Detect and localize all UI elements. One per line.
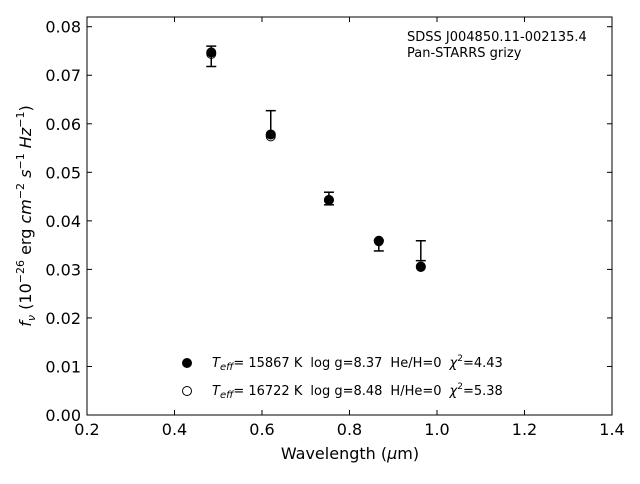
y-axis-label: fν (10−26 erg cm−2 s−1 Hz−1) — [14, 105, 38, 326]
model-point-open — [206, 48, 217, 59]
legend-marker-filled — [182, 358, 192, 368]
model-point-open — [323, 194, 334, 205]
x-tick-label: 0.6 — [249, 420, 274, 439]
data-points — [206, 47, 426, 272]
x-tick-label: 0.2 — [74, 420, 99, 439]
x-tick-label: 0.4 — [162, 420, 187, 439]
y-tick-label: 0.05 — [45, 163, 81, 182]
x-tick-label: 1.0 — [424, 420, 449, 439]
x-axis-label: Wavelength (μm) — [281, 444, 419, 463]
legend-marker-open — [182, 386, 192, 396]
model-point-open — [415, 261, 426, 272]
y-tick-label: 0.04 — [45, 212, 81, 231]
x-ticks: 0.2 0.4 0.6 0.8 1.0 1.2 1.4 — [74, 17, 625, 439]
model-point-open — [373, 235, 384, 246]
annotation-line-2: Pan-STARRS grizy — [407, 46, 522, 61]
y-tick-label: 0.08 — [45, 18, 81, 37]
annotation-line-1: SDSS J004850.11-002135.4 — [407, 30, 587, 45]
y-tick-label: 0.02 — [45, 309, 81, 328]
y-tick-label: 0.03 — [45, 260, 81, 279]
x-tick-label: 0.8 — [337, 420, 362, 439]
x-tick-label: 1.4 — [599, 420, 624, 439]
y-tick-label: 0.06 — [45, 115, 81, 134]
model-point-open — [265, 131, 276, 142]
error-bars — [206, 45, 426, 262]
y-tick-label: 0.07 — [45, 66, 81, 85]
y-tick-label: 0.01 — [45, 357, 81, 376]
y-tick-label: 0.00 — [45, 406, 81, 425]
y-ticks: 0.00 0.01 0.02 0.03 0.04 0.05 0.06 0.07 0.08 — [45, 18, 612, 425]
x-tick-label: 1.2 — [512, 420, 537, 439]
